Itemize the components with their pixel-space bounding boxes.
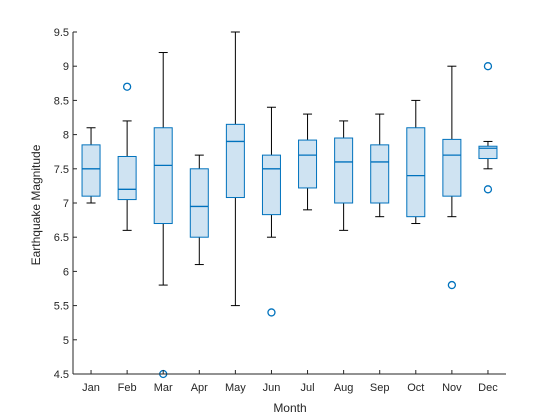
outlier-point	[483, 62, 493, 71]
box-group-feb	[117, 82, 137, 231]
x-axis: Jan Feb Mar Apr May Jun Jul Aug Sep Oct Nov Dec	[73, 370, 506, 394]
x-tick-label: Mar	[154, 382, 173, 394]
plot-area	[81, 31, 498, 379]
x-tick-label: Jul	[301, 382, 315, 394]
box-group-jan	[81, 127, 101, 204]
y-tick-label: 4.5	[54, 369, 69, 381]
box-group-may	[225, 31, 245, 307]
y-tick-label: 7	[63, 198, 69, 210]
outlier-point	[447, 280, 457, 290]
x-tick-label: Jan	[82, 382, 100, 394]
x-tick-label: Nov	[442, 382, 462, 394]
y-tick-label: 6.5	[54, 232, 69, 244]
y-axis: 4.5 5 5.5 6 6.5 7 7.5 8 8.5 9 9.5	[54, 27, 77, 381]
box	[442, 138, 462, 197]
box	[478, 145, 498, 160]
box	[334, 137, 354, 204]
x-axis-title: Month	[273, 401, 306, 415]
y-tick-label: 5.5	[54, 301, 69, 313]
box	[298, 139, 318, 189]
box-group-apr	[189, 154, 209, 266]
y-tick-label: 5	[63, 335, 69, 347]
outlier-point	[483, 185, 493, 194]
y-tick-label: 8	[63, 130, 69, 142]
box	[261, 154, 281, 216]
box-group-jul	[298, 113, 318, 211]
x-tick-label: Jun	[263, 382, 281, 394]
box-group-aug	[334, 120, 354, 231]
outlier-point	[267, 308, 276, 317]
box	[225, 123, 245, 199]
box-group-sep	[370, 113, 390, 218]
box	[370, 144, 390, 204]
outlier-point	[122, 82, 132, 91]
y-tick-label: 9	[63, 61, 69, 73]
box	[189, 168, 209, 238]
x-tick-label: Aug	[334, 382, 354, 394]
x-tick-label: Apr	[191, 382, 208, 394]
x-tick-label: Feb	[118, 382, 137, 394]
box	[153, 127, 173, 225]
box	[117, 155, 137, 201]
box-group-oct	[406, 99, 426, 225]
y-tick-label: 8.5	[54, 95, 69, 107]
y-tick-label: 7.5	[54, 164, 69, 176]
box-group-mar	[153, 52, 173, 379]
y-axis-title: Earthquake Magnitude	[29, 144, 43, 265]
box	[81, 144, 101, 197]
x-tick-label: May	[225, 382, 246, 394]
box-group-jun	[261, 106, 281, 317]
y-tick-label: 9.5	[54, 27, 69, 39]
box-group-dec	[478, 62, 498, 194]
box	[406, 127, 426, 218]
box-group-nov	[442, 65, 462, 290]
x-tick-label: Sep	[370, 382, 390, 394]
y-tick-label: 6	[63, 266, 69, 278]
x-tick-label: Dec	[478, 382, 498, 394]
x-tick-label: Oct	[407, 382, 424, 394]
